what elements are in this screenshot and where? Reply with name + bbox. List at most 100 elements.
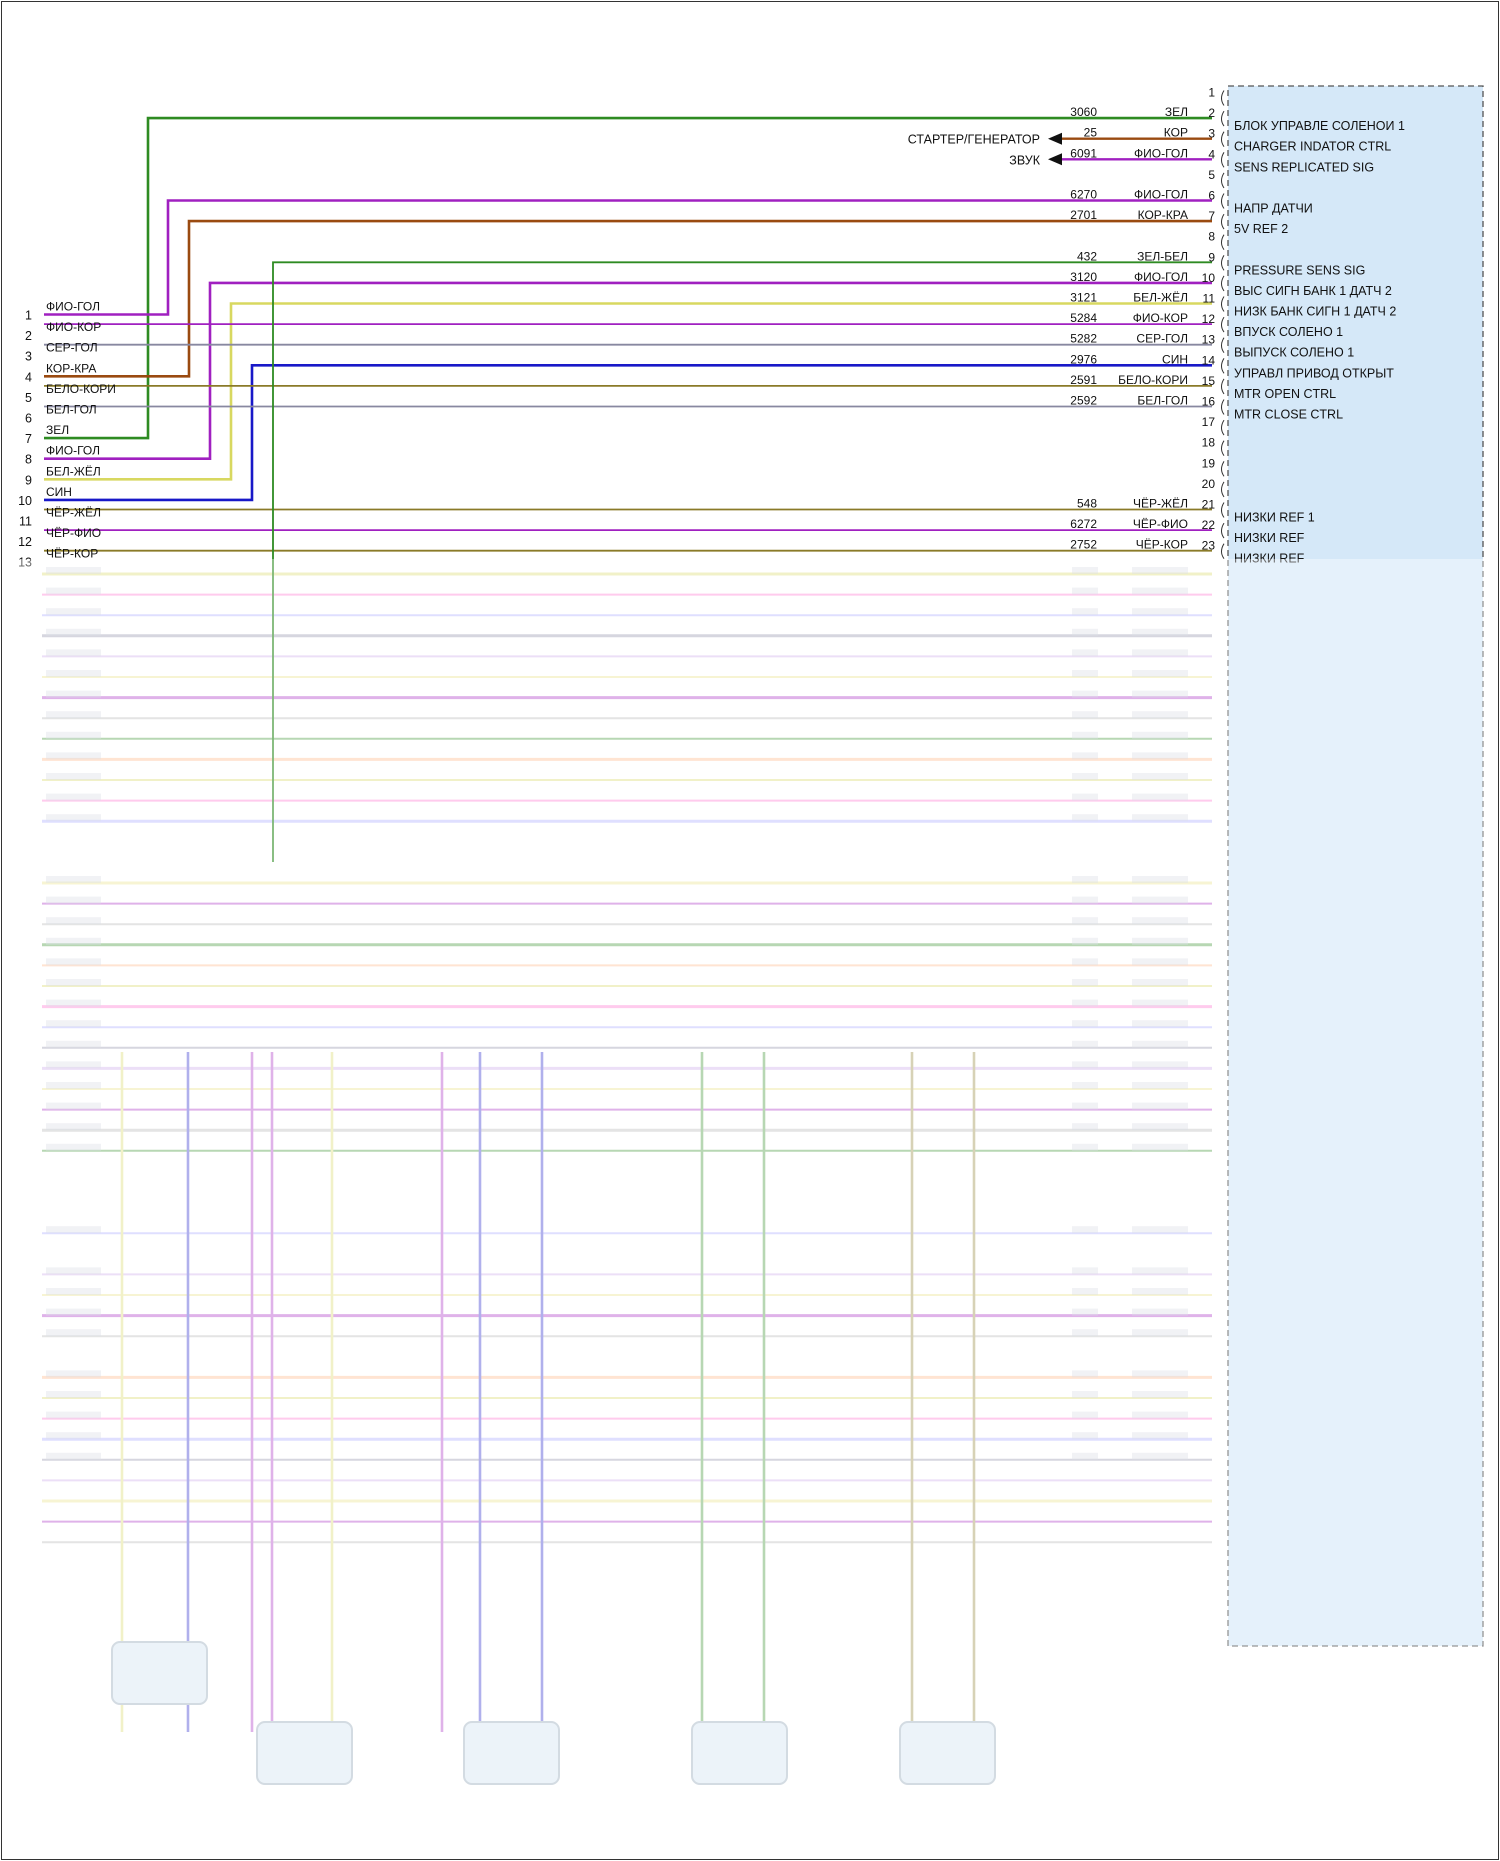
ecm-pin-function: УПРАВЛ ПРИВОД ОТКРЫТ [1234, 366, 1394, 380]
blurred-label [1132, 1040, 1188, 1048]
connector-pin-arc [1221, 316, 1225, 333]
blurred-label [1132, 1329, 1188, 1337]
ecm-pin-function: НИЗКИ REF 1 [1234, 511, 1315, 525]
ecm-pin-number: 23 [1202, 539, 1216, 553]
ecm-pin-number: 22 [1202, 518, 1216, 532]
left-pin-number: 8 [25, 453, 32, 467]
blurred-label [46, 752, 101, 760]
connector-pin-arc [1221, 419, 1225, 436]
connector-pin-arc [1221, 440, 1225, 456]
blurred-label [46, 917, 101, 925]
blurred-label [1132, 958, 1188, 966]
ecm-pin-function: ВПУСК СОЛЕНО 1 [1234, 325, 1343, 339]
wire-color-label: СИН [1162, 352, 1188, 366]
ecm-pin-function: НИЗКИ REF [1234, 552, 1305, 566]
connector-pin-arc [1221, 110, 1225, 127]
connector-pin-arc [1221, 461, 1225, 477]
blurred-label [1072, 752, 1098, 760]
blurred-label [46, 1226, 101, 1234]
ecm-pin-number: 21 [1202, 498, 1216, 512]
blurred-label [1072, 896, 1098, 904]
left-wire-color: БЕЛ-ГОЛ [46, 403, 97, 417]
blurred-label [1132, 1370, 1188, 1378]
connector-pin-arc [1221, 399, 1225, 415]
circuit-number: 3060 [1070, 105, 1097, 119]
wire-color-label: КОР [1164, 126, 1188, 140]
blurred-label [1072, 876, 1098, 883]
ecm-pin-number: 11 [1203, 292, 1216, 306]
wire-color-label: КОР-КРА [1138, 208, 1188, 222]
blurred-label [1072, 1102, 1098, 1110]
left-pin-number: 5 [25, 391, 32, 405]
wire [44, 281, 1212, 461]
ecm-pin-number: 10 [1202, 271, 1216, 285]
ecm-pin-function: SENS REPLICATED SIG [1234, 160, 1374, 174]
blurred-label [1132, 1288, 1188, 1295]
left-wire-color: ФИО-ГОЛ [46, 300, 100, 314]
ecm-pin-number: 7 [1208, 209, 1215, 223]
blurred-label [1132, 1102, 1188, 1110]
blurred-label [1132, 608, 1188, 616]
connector-pin-arc [1221, 358, 1225, 374]
circuit-number: 5282 [1070, 332, 1097, 346]
blurred-label [1072, 958, 1098, 966]
blurred-label [1132, 628, 1188, 636]
wire-color-label: ФИО-КОР [1133, 311, 1188, 325]
wire-color-label: ЧЁР-КОР [1136, 538, 1188, 552]
blurred-label [46, 1308, 101, 1316]
ecm-pin-function: CHARGER INDATOR CTRL [1234, 140, 1391, 154]
circuit-number: 6270 [1070, 188, 1097, 202]
wire [44, 116, 1212, 440]
circuit-number: 3120 [1070, 270, 1097, 284]
connector-pin-arc [1221, 502, 1225, 518]
blurred-label [1072, 937, 1098, 945]
left-pin-number: 9 [25, 473, 32, 487]
blurred-label [46, 628, 101, 636]
circuit-number: 6091 [1070, 146, 1097, 160]
blurred-label [1132, 876, 1188, 883]
wire-color-label: БЕЛ-ГОЛ [1137, 394, 1188, 408]
blurred-label [1132, 773, 1188, 780]
wire-color-label: ФИО-ГОЛ [1134, 270, 1188, 284]
circuit-number: 6272 [1070, 517, 1097, 531]
left-wire-color: ЗЕЛ [46, 423, 69, 437]
arrow-icon [1048, 132, 1062, 145]
blurred-label [1132, 979, 1188, 986]
blurred-label [1072, 814, 1098, 822]
blurred-label [1132, 587, 1188, 595]
blurred-label [46, 876, 101, 883]
blurred-label [1072, 1432, 1098, 1440]
connector-pin-arc [1221, 337, 1225, 353]
blurred-label [1132, 1391, 1188, 1398]
wire-color-label: ФИО-ГОЛ [1134, 146, 1188, 160]
blurred-label [1072, 1329, 1098, 1337]
circuit-number: 2752 [1070, 538, 1097, 552]
blurred-label [46, 1267, 101, 1275]
blurred-label [1072, 1143, 1098, 1151]
blurred-label [46, 773, 101, 780]
left-wire-color: БЕЛО-КОРИ [46, 382, 116, 396]
blurred-label [1132, 1308, 1188, 1316]
blurred-label [1072, 567, 1098, 574]
blurred-label [1072, 999, 1098, 1007]
blurred-label [1072, 1123, 1098, 1131]
blurred-label [46, 793, 101, 801]
blurred-label [46, 670, 101, 677]
blurred-label [46, 587, 101, 595]
blurred-label [46, 649, 101, 657]
ecm-pin-function: БЛОК УПРАВЛЕ СОЛЕНОИ 1 [1234, 119, 1405, 133]
connector-pin-arc [1221, 522, 1225, 539]
ecm-pin-number: 5 [1208, 168, 1215, 182]
circuit-number: 2701 [1070, 208, 1097, 222]
blurred-label [1132, 1267, 1188, 1275]
blurred-label [1072, 917, 1098, 925]
wire-color-label: ЗЕЛ-БЕЛ [1137, 249, 1188, 263]
blurred-label [46, 567, 101, 574]
blurred-label [1132, 1123, 1188, 1131]
ecm-pin-function: НИЗКИ REF [1234, 531, 1305, 545]
blurred-label [46, 711, 101, 719]
blurred-label [1072, 1308, 1098, 1316]
left-pin-number: 2 [25, 329, 32, 343]
blurred-label [1132, 917, 1188, 925]
